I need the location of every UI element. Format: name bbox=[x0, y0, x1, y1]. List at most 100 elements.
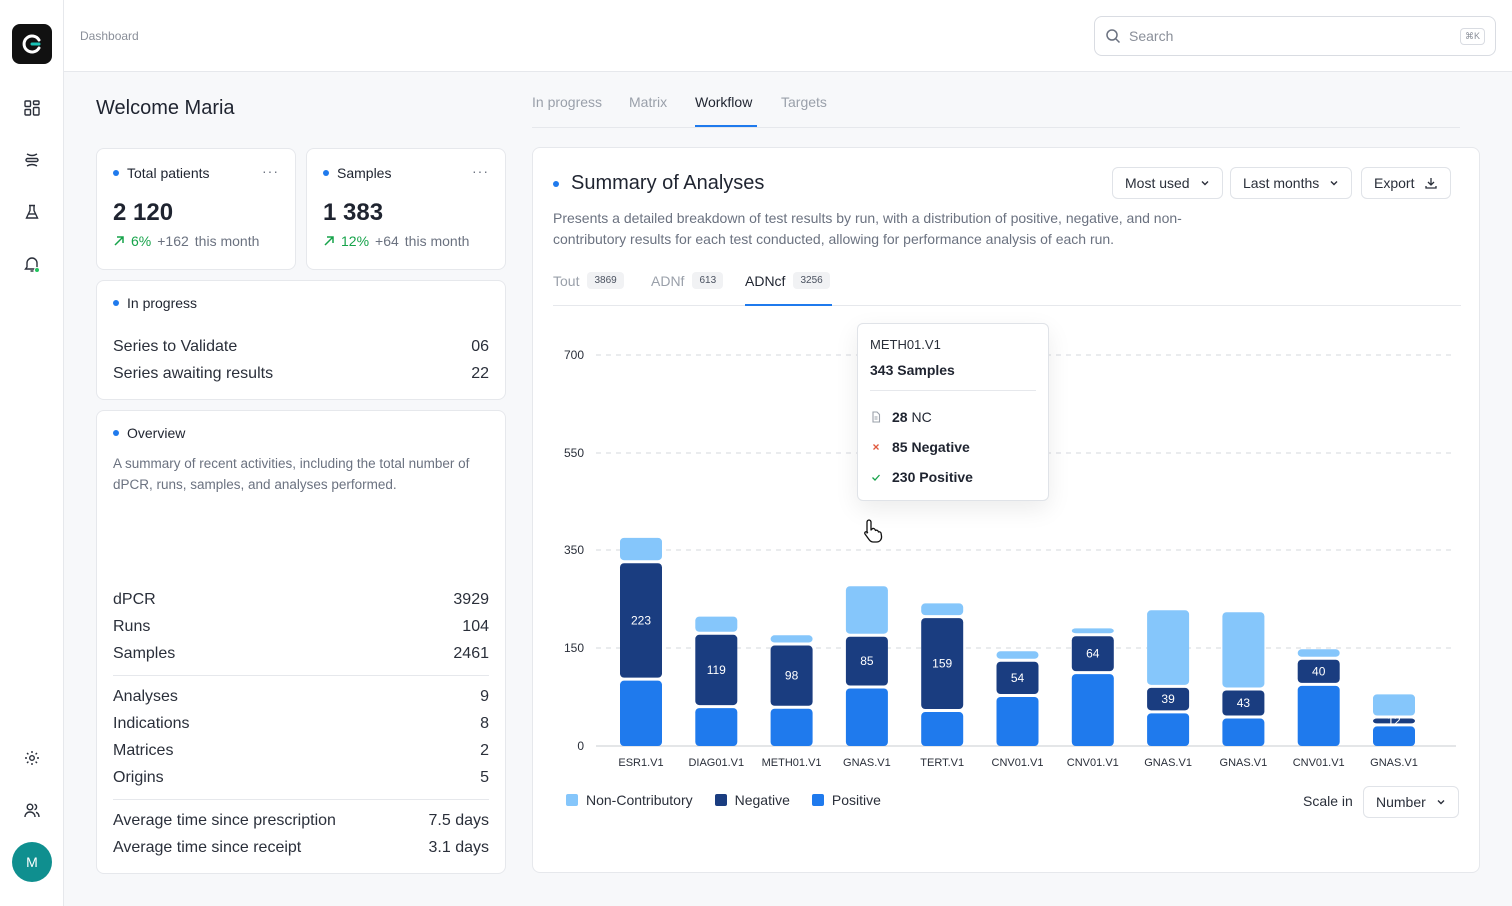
bar-segment-positive bbox=[1147, 713, 1190, 746]
bar-segment-negative bbox=[845, 636, 888, 686]
list-item: dPCR 3929 bbox=[113, 591, 489, 609]
bar-segment-positive bbox=[1297, 685, 1340, 746]
bullet-dot bbox=[323, 170, 329, 176]
tab-workflow[interactable]: Workflow bbox=[695, 94, 753, 110]
trend-delta: +64 bbox=[375, 233, 399, 249]
bar-segment-negative bbox=[1071, 636, 1114, 672]
search-input[interactable]: Search bbox=[1129, 28, 1174, 44]
sequencing-icon[interactable] bbox=[20, 148, 44, 172]
x-tick-label: GNAS.V1 bbox=[843, 757, 891, 769]
hand-cursor-icon bbox=[864, 519, 883, 543]
export-button[interactable]: Export bbox=[1361, 167, 1452, 199]
dropdown-label: Most used bbox=[1125, 175, 1190, 191]
overview-card: Overview A summary of recent activities,… bbox=[96, 410, 506, 874]
app-logo[interactable] bbox=[12, 24, 52, 64]
stat-value: 1 383 bbox=[323, 199, 384, 226]
legend-item-non-contributory[interactable]: Non-Contributory bbox=[566, 792, 693, 808]
more-options-button[interactable]: ··· bbox=[472, 163, 489, 179]
bar-data-label: 98 bbox=[785, 669, 799, 683]
trend-delta: +162 bbox=[157, 233, 189, 249]
flask-icon[interactable] bbox=[20, 200, 44, 224]
users-icon[interactable] bbox=[20, 798, 44, 822]
tab-tout[interactable]: Tout 3869 bbox=[553, 272, 624, 289]
breadcrumb[interactable]: Dashboard bbox=[80, 29, 139, 43]
nc-label: NC bbox=[911, 409, 932, 425]
search-box[interactable]: Search ⌘K bbox=[1094, 16, 1496, 56]
most-used-dropdown[interactable]: Most used bbox=[1112, 167, 1223, 199]
analysis-type-tabs: Tout 3869 ADNf 613 ADNcf 3256 bbox=[553, 268, 1461, 306]
x-tick-label: ESR1.V1 bbox=[618, 757, 663, 769]
bar-segment-non-contributory bbox=[770, 635, 813, 643]
stat-value: 2 120 bbox=[113, 199, 174, 226]
list-item: Analyses 9 bbox=[113, 688, 489, 706]
dashboard-icon[interactable] bbox=[20, 96, 44, 120]
notification-bell-icon[interactable] bbox=[20, 252, 44, 276]
bar-data-label: 85 bbox=[860, 654, 874, 668]
stacked-bar-chart: 0 150 350 550 700 223 ESR1.V1 119 DIAG01.V1 98 MET… bbox=[564, 348, 1456, 769]
last-months-dropdown[interactable]: Last months bbox=[1230, 167, 1353, 199]
stat-card-total-patients: Total patients ··· 2 120 6% +162 this mo… bbox=[96, 148, 296, 270]
avatar-initial: M bbox=[26, 854, 38, 870]
row-label: Series awaiting results bbox=[113, 365, 274, 382]
summary-card: Summary of Analyses Presents a detailed … bbox=[532, 147, 1480, 873]
nc-value: 28 bbox=[892, 409, 908, 425]
legend-label: Non-Contributory bbox=[586, 792, 693, 808]
y-tick-label: 700 bbox=[564, 348, 584, 362]
chevron-down-icon bbox=[1437, 800, 1445, 805]
user-avatar[interactable]: M bbox=[12, 842, 52, 882]
row-label: Average time since prescription bbox=[113, 812, 336, 829]
negative-value: 85 bbox=[892, 439, 908, 455]
dropdown-label: Last months bbox=[1243, 175, 1320, 191]
overview-description: A summary of recent activities, includin… bbox=[113, 456, 470, 492]
tooltip-samples: 343 Samples bbox=[870, 362, 955, 378]
tab-matrix[interactable]: Matrix bbox=[629, 94, 668, 110]
x-tick-label: GNAS.V1 bbox=[1370, 757, 1418, 769]
bar-segment-non-contributory bbox=[921, 603, 964, 616]
row-value: 8 bbox=[480, 715, 489, 732]
bar-segment-non-contributory bbox=[845, 586, 888, 634]
scale-dropdown[interactable]: Number bbox=[1363, 786, 1459, 818]
bar-segment-negative bbox=[1373, 718, 1415, 724]
bar-segment-negative bbox=[996, 661, 1039, 694]
bullet-dot bbox=[113, 300, 119, 306]
bar-data-label: 159 bbox=[932, 657, 952, 671]
bar-segment-positive bbox=[1071, 674, 1114, 746]
summary-description: Presents a detailed breakdown of test re… bbox=[553, 210, 1182, 247]
tab-targets[interactable]: Targets bbox=[781, 94, 827, 110]
bar-data-label: 12 bbox=[1387, 714, 1401, 728]
close-x-icon bbox=[873, 444, 879, 450]
row-value: 06 bbox=[471, 338, 489, 355]
tab-count-badge: 3869 bbox=[587, 272, 624, 289]
search-shortcut: ⌘K bbox=[1459, 27, 1485, 45]
bar-segment-negative bbox=[620, 563, 662, 678]
tab-adnf[interactable]: ADNf 613 bbox=[651, 272, 724, 289]
row-value: 3929 bbox=[453, 591, 489, 608]
bar-segment-non-contributory bbox=[1147, 610, 1190, 685]
legend-item-positive[interactable]: Positive bbox=[811, 792, 881, 808]
bar-data-label: 40 bbox=[1312, 664, 1326, 678]
y-tick-label: 150 bbox=[564, 641, 584, 655]
tab-adncf[interactable]: ADNcf 3256 bbox=[745, 272, 830, 289]
tab-count-badge: 3256 bbox=[793, 272, 830, 289]
stat-card-samples: Samples ··· 1 383 12% +64 this month bbox=[306, 148, 506, 270]
tab-in-progress[interactable]: In progress bbox=[532, 94, 603, 110]
settings-gear-icon[interactable] bbox=[20, 746, 44, 770]
bullet-dot bbox=[553, 180, 559, 187]
legend-swatch bbox=[714, 794, 727, 806]
search-icon bbox=[1106, 29, 1121, 44]
trend-percent: 12% bbox=[341, 233, 370, 249]
trend-period: this month bbox=[404, 233, 470, 249]
tooltip-nc-row: 28 NC bbox=[870, 409, 932, 425]
more-options-button[interactable]: ··· bbox=[262, 163, 279, 179]
row-label: Origins bbox=[113, 769, 164, 786]
checkmark-icon bbox=[872, 474, 880, 481]
row-label: Average time since receipt bbox=[113, 839, 302, 856]
x-tick-label: CNV01.V1 bbox=[1067, 757, 1119, 769]
sidebar: M bbox=[0, 0, 64, 906]
divider bbox=[870, 390, 1036, 391]
list-item[interactable]: Series awaiting results 22 bbox=[113, 365, 489, 383]
legend-item-negative[interactable]: Negative bbox=[714, 792, 790, 808]
scale-value: Number bbox=[1376, 794, 1426, 810]
list-item[interactable]: Series to Validate 06 bbox=[113, 338, 489, 356]
stat-label: Total patients bbox=[127, 165, 210, 181]
